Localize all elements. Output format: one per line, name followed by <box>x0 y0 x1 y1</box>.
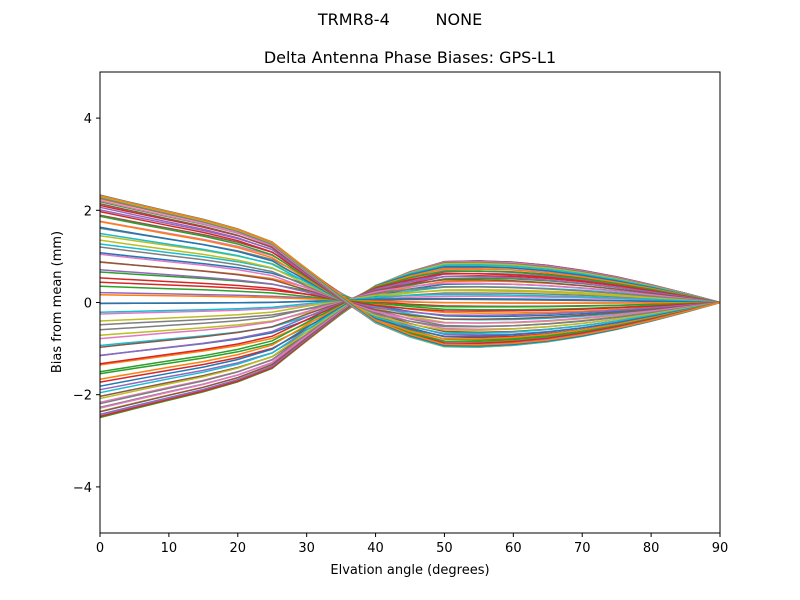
y-axis-label: Bias from mean (mm) <box>50 231 65 373</box>
y-tick-label: −4 <box>73 481 92 496</box>
series-line <box>99 270 721 373</box>
x-axis-ticks: 0 10 20 30 40 50 60 70 80 90 <box>96 533 728 556</box>
series-line <box>99 243 721 321</box>
series-line <box>99 289 721 322</box>
series-line <box>99 269 721 316</box>
series-line <box>99 265 721 387</box>
x-tick-label: 10 <box>161 541 178 556</box>
series-line <box>99 282 721 340</box>
series-line <box>99 215 721 342</box>
series-line <box>99 267 721 380</box>
y-tick-label: 0 <box>84 297 92 312</box>
series-line <box>99 272 721 365</box>
series-line <box>99 297 721 305</box>
data-series <box>99 194 721 419</box>
series-line <box>99 277 721 312</box>
x-tick-label: 40 <box>367 541 384 556</box>
series-line <box>99 261 721 320</box>
series-line <box>99 264 721 394</box>
series-line <box>99 226 721 338</box>
series-line <box>99 232 721 335</box>
series-line <box>99 285 721 308</box>
x-tick-label: 20 <box>230 541 247 556</box>
series-line <box>99 194 721 346</box>
series-line <box>99 239 721 331</box>
series-line <box>99 253 721 324</box>
y-tick-label: 4 <box>84 112 92 127</box>
y-axis-ticks: −4 −2 0 2 4 <box>73 112 100 496</box>
series-line <box>99 220 721 340</box>
series-line <box>99 246 721 328</box>
y-tick-label: 2 <box>84 204 92 219</box>
x-tick-label: 90 <box>712 541 729 556</box>
y-tick-label: −2 <box>73 389 92 404</box>
x-axis-label: Elvation angle (degrees) <box>330 563 489 578</box>
x-tick-label: 60 <box>505 541 522 556</box>
series-line <box>99 294 721 304</box>
x-tick-label: 70 <box>574 541 591 556</box>
series-line <box>99 293 721 313</box>
series-line <box>99 285 721 331</box>
series-line <box>99 278 721 348</box>
x-tick-label: 80 <box>643 541 660 556</box>
series-line <box>99 275 721 357</box>
chart-title: Delta Antenna Phase Biases: GPS-L1 <box>263 48 557 67</box>
series-line <box>99 262 721 400</box>
x-tick-label: 30 <box>298 541 315 556</box>
figure-suptitle: TRMR8-4 NONE <box>317 10 483 29</box>
x-tick-label: 50 <box>436 541 453 556</box>
x-tick-label: 0 <box>96 541 104 556</box>
